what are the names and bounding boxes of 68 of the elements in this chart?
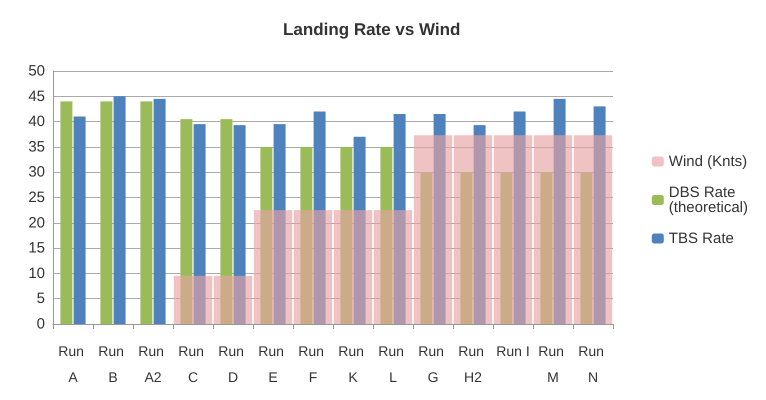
bar xyxy=(554,98,566,324)
x-tick-label: Run N xyxy=(578,343,608,385)
y-tick-label: 5 xyxy=(36,290,45,308)
bar xyxy=(474,125,486,324)
bar xyxy=(514,111,526,324)
bar xyxy=(374,210,412,324)
legend-label: Wind (Knts) xyxy=(668,153,748,170)
bar xyxy=(580,172,592,324)
bar xyxy=(380,146,392,324)
bar xyxy=(354,136,366,324)
bar xyxy=(180,119,192,324)
x-tick-label: Run H2 xyxy=(458,343,488,385)
x-tick-label: Run L xyxy=(378,343,408,385)
x-tick-label: Run C xyxy=(178,343,208,385)
y-tick-label: 50 xyxy=(28,62,45,80)
bar xyxy=(234,125,246,324)
bar xyxy=(254,210,292,324)
x-tick-label: Run E xyxy=(258,343,288,385)
bar xyxy=(340,146,352,324)
y-tick-label: 10 xyxy=(28,264,45,282)
bar xyxy=(300,146,312,324)
legend-label: TBS Rate xyxy=(668,230,734,247)
bar xyxy=(314,111,326,324)
bar xyxy=(60,101,72,324)
bar xyxy=(74,116,86,324)
bar xyxy=(434,114,446,324)
bar xyxy=(460,172,472,324)
x-tick-label: Run B xyxy=(98,343,128,385)
chart-title: Landing Rate vs Wind xyxy=(283,20,460,39)
bar xyxy=(494,135,532,324)
bar xyxy=(274,124,286,324)
y-tick-label: 40 xyxy=(28,113,45,130)
bar xyxy=(154,98,166,324)
bar xyxy=(294,210,332,324)
bar xyxy=(114,96,126,324)
x-tick-label: Run A2 xyxy=(138,343,168,385)
bar xyxy=(260,146,272,324)
bar xyxy=(334,210,372,324)
bar xyxy=(174,276,212,324)
bar xyxy=(420,172,432,324)
x-tick-label: Run A xyxy=(58,343,88,385)
bar xyxy=(414,135,452,324)
y-tick-label: 35 xyxy=(28,138,45,156)
x-tick-label: Run D xyxy=(218,343,248,385)
bar xyxy=(194,124,206,324)
bar xyxy=(140,101,152,324)
x-tick-label: Run M xyxy=(538,343,568,385)
y-tick-label: 30 xyxy=(28,164,45,181)
y-tick-label: 15 xyxy=(28,240,45,257)
bar xyxy=(454,135,492,324)
y-tick-label: 20 xyxy=(28,214,45,232)
bar xyxy=(574,135,612,324)
bar xyxy=(394,114,406,324)
bar xyxy=(594,106,606,324)
x-tick-label: Run K xyxy=(338,343,368,385)
bar xyxy=(214,276,252,324)
legend-label: DBS Rate (theoretical) xyxy=(668,184,748,216)
x-tick-label: Run I xyxy=(496,343,530,359)
bar xyxy=(540,172,552,324)
y-tick-label: 45 xyxy=(28,88,45,105)
bar xyxy=(100,101,112,324)
x-tick-label: Run G xyxy=(418,343,448,385)
x-tick-label: Run F xyxy=(298,343,328,385)
y-tick-label: 0 xyxy=(36,316,45,332)
bar xyxy=(220,119,232,324)
y-tick-label: 25 xyxy=(28,189,45,206)
bar xyxy=(500,172,512,324)
bar xyxy=(534,135,572,324)
